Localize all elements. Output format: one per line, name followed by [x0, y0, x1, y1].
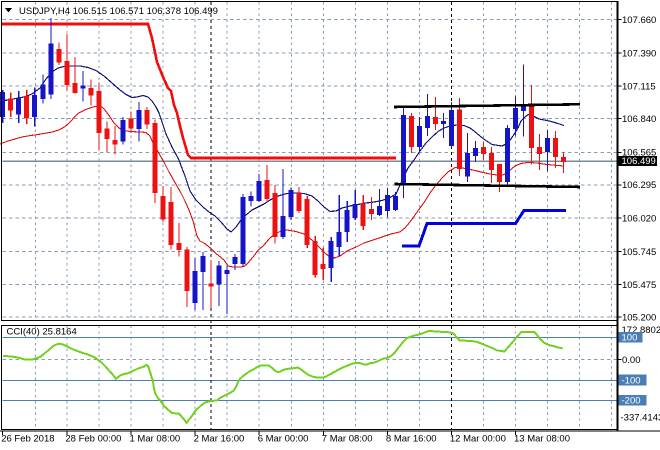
- svg-text:106.499: 106.499: [622, 156, 656, 167]
- svg-text:105.200: 105.200: [622, 312, 656, 323]
- svg-text:13 Mar 08:00: 13 Mar 08:00: [514, 434, 570, 445]
- svg-text:26 Feb 2018: 26 Feb 2018: [1, 434, 54, 445]
- svg-text:107.660: 107.660: [622, 15, 656, 26]
- svg-text:28 Feb 00:00: 28 Feb 00:00: [65, 434, 121, 445]
- svg-text:106.840: 106.840: [622, 114, 656, 125]
- svg-text:1 Mar 08:00: 1 Mar 08:00: [130, 434, 181, 445]
- svg-text:CCI(40) 25.8164: CCI(40) 25.8164: [7, 327, 77, 338]
- svg-text:-200: -200: [622, 396, 641, 407]
- svg-text:7 Mar 08:00: 7 Mar 08:00: [322, 434, 373, 445]
- svg-text:-100: -100: [622, 375, 641, 386]
- svg-text:107.390: 107.390: [622, 48, 656, 59]
- svg-text:2 Mar 16:00: 2 Mar 16:00: [194, 434, 245, 445]
- svg-text:106.295: 106.295: [622, 180, 656, 191]
- svg-text:0.00: 0.00: [622, 355, 641, 366]
- svg-text:USDJPY,H4 106.515 106.571 106: USDJPY,H4 106.515 106.571 106.378 106.49…: [19, 6, 218, 17]
- svg-text:105.475: 105.475: [622, 280, 656, 291]
- svg-text:107.115: 107.115: [622, 81, 656, 92]
- svg-text:8 Mar 16:00: 8 Mar 16:00: [386, 434, 437, 445]
- svg-text:106.020: 106.020: [622, 213, 656, 224]
- svg-text:100: 100: [622, 333, 638, 344]
- svg-text:172.8802: 172.8802: [622, 325, 660, 336]
- svg-text:105.745: 105.745: [622, 247, 656, 258]
- svg-text:-337.4143: -337.4143: [621, 413, 660, 424]
- svg-text:106.565: 106.565: [622, 148, 656, 159]
- svg-text:12 Mar 00:00: 12 Mar 00:00: [450, 434, 506, 445]
- svg-text:6 Mar 00:00: 6 Mar 00:00: [258, 434, 309, 445]
